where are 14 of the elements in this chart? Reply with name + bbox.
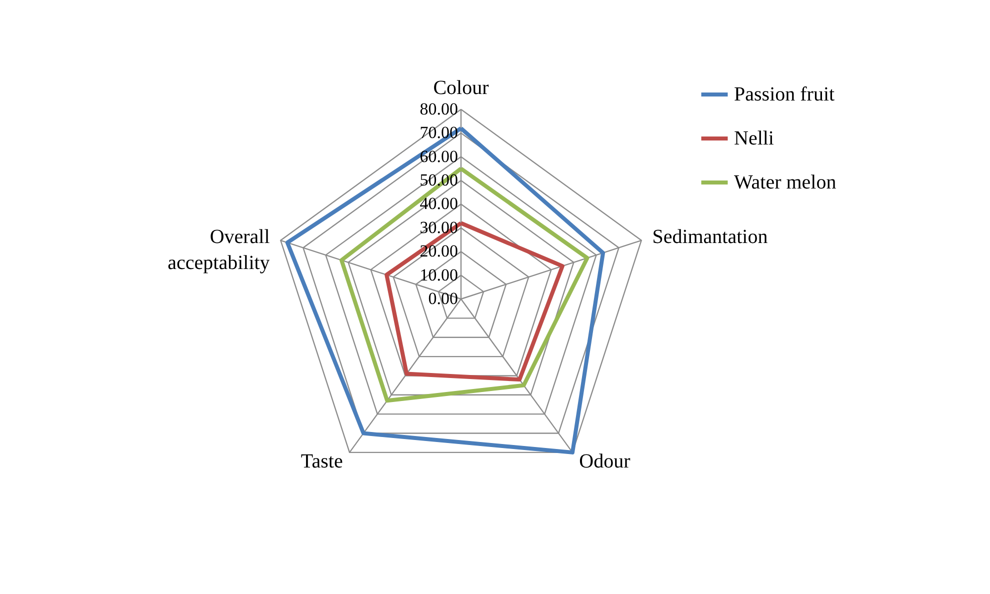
spoke-label: Colour — [433, 76, 490, 99]
spoke-label: Taste — [300, 450, 343, 473]
spoke-label: Overall acceptability — [168, 226, 270, 274]
y-tick-label: 40.00 — [420, 194, 458, 214]
y-tick-label: 0.00 — [428, 289, 458, 308]
y-tick-label: 20.00 — [420, 242, 458, 261]
spoke-label: Sedimantation — [652, 226, 768, 248]
y-tick-label: 10.00 — [420, 265, 458, 284]
y-tick-label: 80.00 — [420, 99, 458, 118]
y-tick-label: 60.00 — [420, 146, 458, 166]
legend-label: Passion fruit — [734, 84, 835, 106]
legend-label: Nelli — [734, 128, 774, 150]
legend-label: Water melon — [734, 172, 836, 194]
spoke-label: Odour — [579, 450, 631, 473]
